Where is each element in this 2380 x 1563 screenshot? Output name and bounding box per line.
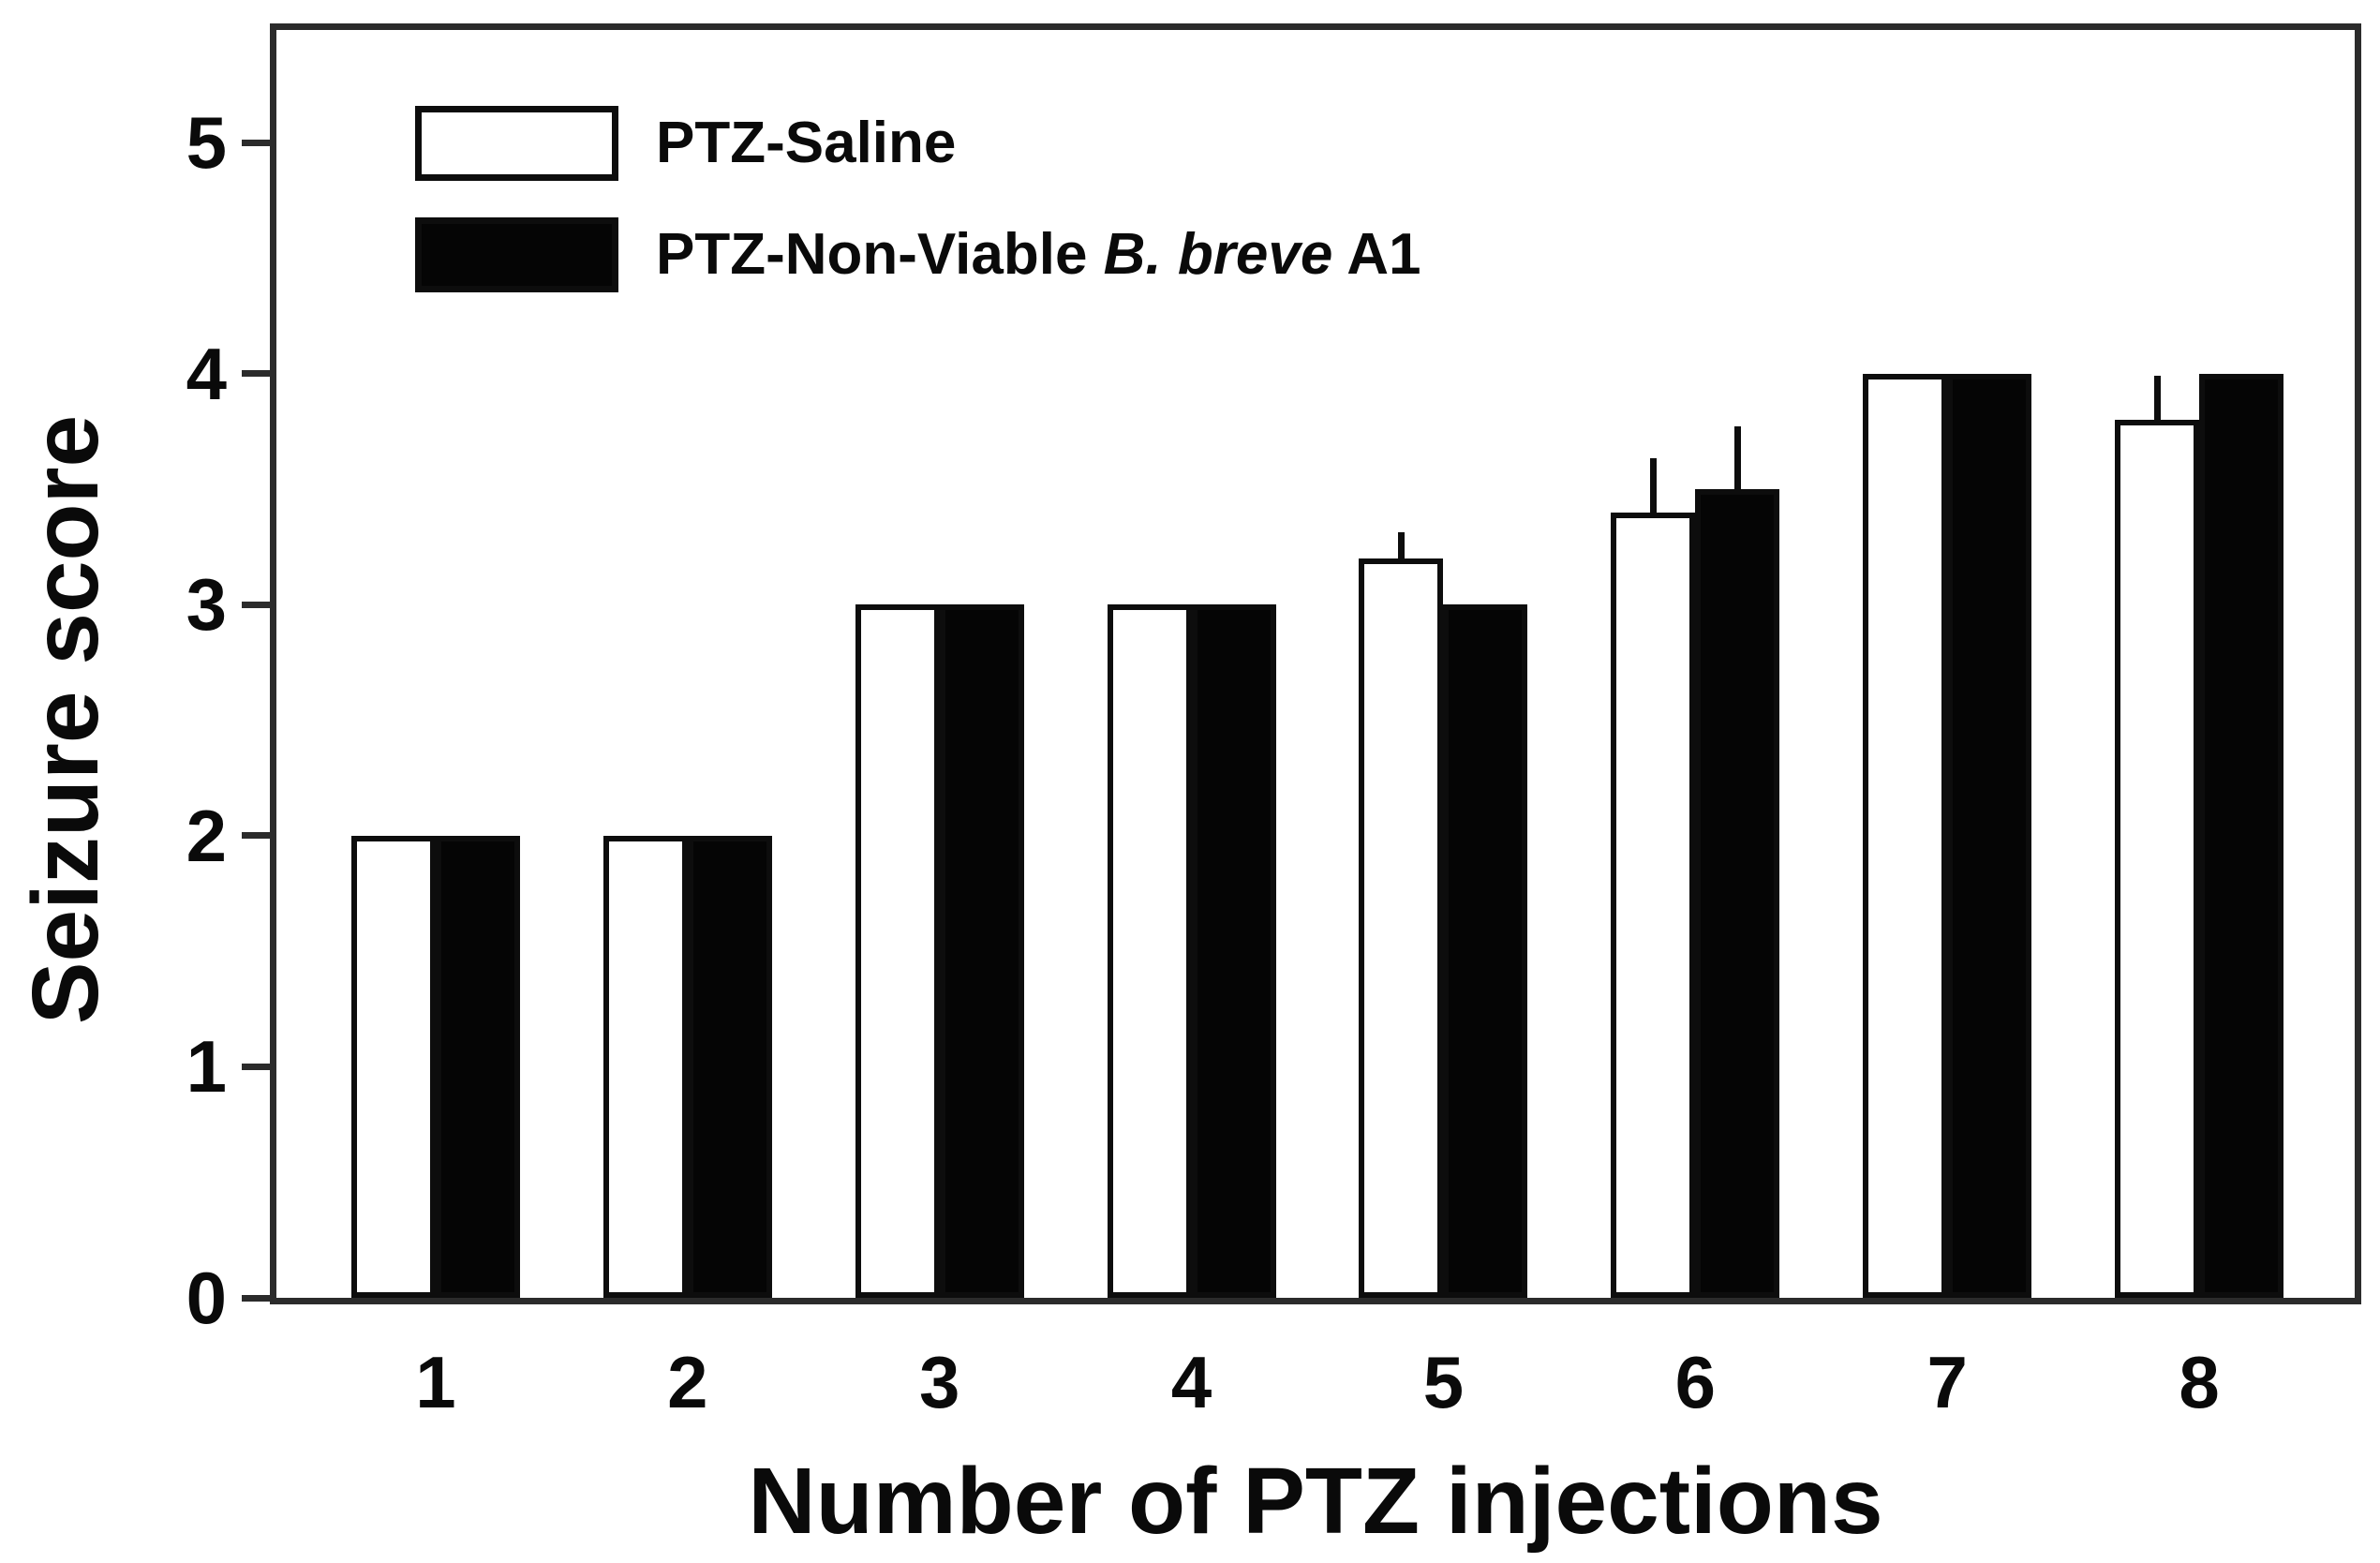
- bar-nonviable-injection-6: [1695, 488, 1780, 1298]
- legend-label-italic-text: B. breve: [1103, 222, 1333, 287]
- legend-label-ptz-saline: PTZ-Saline: [656, 106, 956, 181]
- legend-label-text: PTZ-Saline: [656, 111, 957, 175]
- legend-label-suffix-text: A1: [1332, 222, 1421, 287]
- plot-area: [270, 23, 2361, 1304]
- legend-swatch-ptz-nonviable: [415, 217, 618, 292]
- legend-label-ptz-nonviable: PTZ-Non-Viable B. breve A1: [656, 217, 1421, 292]
- bar-nonviable-injection-7: [1947, 373, 2032, 1298]
- y-tick-mark-4: [242, 370, 270, 378]
- error-bar-saline-injection-6: [1649, 458, 1657, 514]
- bar-nonviable-injection-1: [436, 835, 520, 1298]
- bar-nonviable-injection-8: [2199, 373, 2284, 1298]
- x-tick-label-7: 7: [1926, 1341, 1968, 1423]
- error-bar-saline-injection-5: [1397, 532, 1405, 560]
- bar-nonviable-injection-3: [939, 604, 1024, 1298]
- bar-saline-injection-6: [1611, 512, 1696, 1298]
- x-tick-label-1: 1: [415, 1341, 456, 1423]
- bar-saline-injection-2: [602, 835, 688, 1298]
- bar-nonviable-injection-4: [1191, 604, 1276, 1298]
- x-tick-label-2: 2: [667, 1341, 708, 1423]
- x-axis-title: Number of PTZ injections: [748, 1449, 1883, 1554]
- y-tick-label-3: 3: [186, 563, 227, 647]
- error-bar-nonviable-injection-6: [1733, 425, 1741, 491]
- y-tick-label-0: 0: [186, 1257, 227, 1339]
- y-tick-label-1: 1: [186, 1025, 227, 1109]
- bar-nonviable-injection-2: [687, 835, 772, 1298]
- y-tick-label-5: 5: [186, 101, 227, 184]
- legend-label-text: PTZ-Non-Viable: [656, 222, 1104, 287]
- error-bar-saline-injection-8: [2153, 375, 2161, 422]
- bar-saline-injection-7: [1863, 373, 1948, 1298]
- bar-saline-injection-5: [1359, 558, 1444, 1298]
- bar-saline-injection-3: [855, 604, 940, 1298]
- y-tick-mark-2: [242, 832, 270, 840]
- x-tick-label-3: 3: [919, 1341, 960, 1423]
- x-tick-label-8: 8: [2179, 1341, 2220, 1423]
- y-tick-mark-0: [242, 1294, 270, 1302]
- y-tick-label-2: 2: [186, 794, 227, 877]
- bar-saline-injection-1: [351, 835, 436, 1298]
- x-tick-label-4: 4: [1170, 1341, 1212, 1423]
- x-tick-label-5: 5: [1422, 1341, 1465, 1423]
- y-tick-mark-1: [242, 1063, 270, 1070]
- bars-layer: [276, 30, 2355, 1298]
- y-tick-mark-5: [242, 139, 270, 146]
- bar-saline-injection-8: [2115, 419, 2200, 1298]
- y-tick-mark-3: [242, 601, 270, 608]
- bar-saline-injection-4: [1107, 604, 1192, 1298]
- y-tick-label-4: 4: [186, 332, 227, 415]
- y-axis-title: Seizure score: [13, 414, 118, 1025]
- bar-nonviable-injection-5: [1443, 604, 1528, 1298]
- x-tick-label-6: 6: [1674, 1341, 1716, 1423]
- legend-swatch-ptz-saline: [415, 106, 618, 181]
